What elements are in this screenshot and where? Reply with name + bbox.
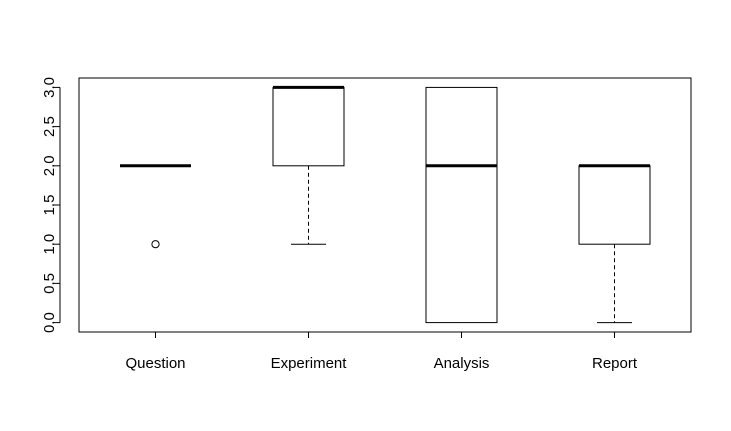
x-category-label: Report [592, 355, 638, 372]
plot-frame [78, 77, 692, 333]
x-category-label: Question [125, 355, 185, 372]
y-tick-label: 2.5 [41, 116, 58, 137]
y-axis: 0.0 0.5 1.0 1.5 2.0 2.5 3.0 [41, 77, 61, 333]
box-experiment [272, 85, 345, 245]
x-axis: Question Experiment Analysis Report [125, 332, 638, 372]
y-tick-label: 0.0 [41, 312, 58, 333]
box-report [578, 164, 651, 324]
y-tick-label: 1.5 [41, 195, 58, 216]
box-question [120, 164, 191, 249]
box-series [120, 85, 651, 324]
y-tick-label: 0.5 [41, 273, 58, 294]
y-tick-label: 3.0 [41, 77, 58, 98]
outlier-point [151, 240, 160, 249]
y-tick-label: 1.0 [41, 234, 58, 255]
x-category-label: Analysis [434, 355, 490, 372]
x-category-label: Experiment [271, 355, 348, 372]
y-tick-label: 2.0 [41, 155, 58, 176]
box-analysis [425, 86, 498, 324]
iqr-box [425, 86, 498, 324]
